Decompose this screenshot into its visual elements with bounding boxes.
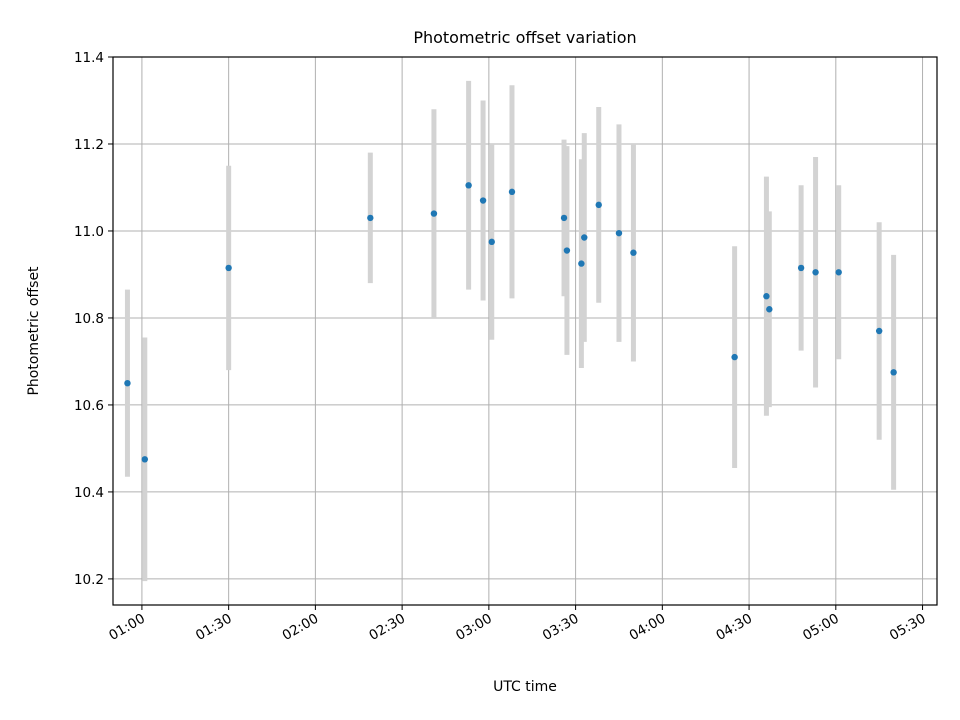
data-point <box>430 210 438 217</box>
y-tick-label: 10.2 <box>74 572 104 588</box>
data-point <box>488 238 495 246</box>
data-point <box>835 269 842 276</box>
y-tick-label: 10.6 <box>74 398 104 414</box>
y-tick-label: 10.4 <box>74 485 104 501</box>
grid <box>113 56 937 605</box>
data-point <box>508 188 516 196</box>
data-point <box>124 379 131 387</box>
data-point <box>141 456 149 463</box>
data-point <box>560 214 568 222</box>
data-point <box>615 229 623 237</box>
x-axis-label: UTC time <box>493 679 557 695</box>
data-point <box>731 353 738 361</box>
y-tick-label: 11.2 <box>74 137 104 153</box>
data-point <box>225 264 232 272</box>
chart-title: Photometric offset variation <box>413 28 636 47</box>
plot-frame <box>112 56 938 606</box>
data-point <box>766 306 773 313</box>
data-point <box>812 269 819 276</box>
data-point <box>763 293 770 300</box>
y-tick-label: 11.4 <box>74 50 104 66</box>
data-point <box>875 327 883 335</box>
data-point <box>465 182 472 189</box>
data-point <box>479 197 487 204</box>
data-point <box>630 249 637 256</box>
data-point <box>578 260 585 267</box>
data-point <box>563 247 571 254</box>
y-tick-label: 10.8 <box>74 311 104 327</box>
data-point <box>797 264 805 272</box>
data-point <box>595 201 602 209</box>
data-point <box>581 234 588 241</box>
data-point <box>890 369 897 376</box>
y-axis-label: Photometric offset <box>26 266 42 396</box>
data-points <box>124 182 897 463</box>
data-point <box>367 214 374 222</box>
y-tick-label: 11.0 <box>74 224 104 240</box>
